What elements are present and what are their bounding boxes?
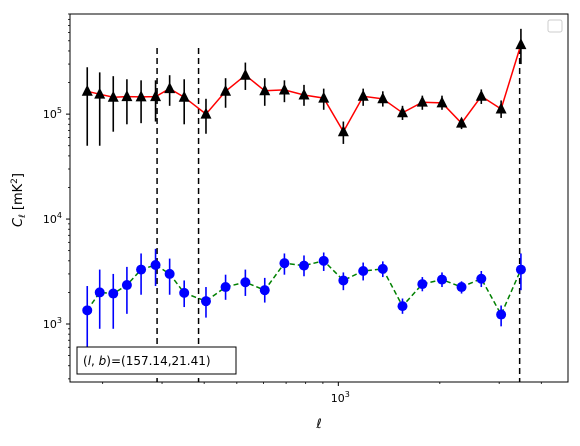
data-point-triangle bbox=[318, 91, 330, 103]
data-point-circle bbox=[150, 259, 161, 270]
data-point-circle bbox=[476, 273, 487, 284]
data-point-circle bbox=[456, 282, 467, 293]
data-point-circle bbox=[318, 255, 329, 266]
data-point-circle bbox=[377, 263, 388, 274]
data-point-circle bbox=[82, 305, 93, 316]
data-point-triangle bbox=[135, 90, 147, 102]
x-tick-label: 103 bbox=[331, 390, 350, 405]
legend-box bbox=[547, 19, 563, 33]
data-point-triangle bbox=[150, 90, 162, 102]
data-point-triangle bbox=[357, 89, 369, 101]
data-point-circle bbox=[358, 265, 369, 276]
data-point-triangle bbox=[456, 116, 468, 128]
data-point-triangle bbox=[164, 82, 176, 94]
data-point-triangle bbox=[436, 96, 448, 108]
data-point-circle bbox=[220, 282, 231, 293]
data-point-circle bbox=[338, 275, 349, 286]
data-point-circle bbox=[436, 274, 447, 285]
annotation-text: (l, b)=(157.14,21.41) bbox=[83, 354, 211, 368]
data-point-triangle bbox=[377, 92, 389, 104]
y-axis-label: Cℓ [mK2] bbox=[10, 173, 28, 227]
data-point-circle bbox=[279, 258, 290, 269]
data-point-triangle bbox=[495, 102, 507, 114]
data-point-triangle bbox=[259, 84, 271, 96]
data-point-triangle bbox=[239, 68, 251, 80]
plot-layer bbox=[81, 28, 527, 382]
data-point-triangle bbox=[121, 90, 133, 102]
data-point-circle bbox=[417, 279, 428, 290]
data-point-circle bbox=[200, 296, 211, 307]
data-point-circle bbox=[496, 309, 507, 320]
data-point-circle bbox=[397, 301, 408, 312]
data-point-circle bbox=[164, 268, 175, 279]
y-tick-label: 105 bbox=[43, 106, 62, 121]
data-point-triangle bbox=[178, 90, 190, 102]
data-point-circle bbox=[179, 287, 190, 298]
data-point-circle bbox=[108, 288, 119, 299]
data-point-triangle bbox=[94, 87, 106, 99]
data-point-triangle bbox=[337, 125, 349, 137]
data-point-circle bbox=[259, 285, 270, 296]
x-axis-label: ℓ bbox=[315, 417, 321, 432]
annotation-box bbox=[76, 346, 237, 375]
svg-text:Cℓ [mK2]: Cℓ [mK2] bbox=[10, 173, 28, 227]
y-tick-label: 104 bbox=[43, 211, 62, 226]
y-tick-label: 103 bbox=[43, 316, 62, 331]
plot-frame bbox=[69, 13, 569, 383]
data-point-circle bbox=[121, 280, 132, 291]
tick-layer: 103 103 104 105 bbox=[43, 13, 542, 405]
data-point-circle bbox=[94, 287, 105, 298]
data-point-circle bbox=[515, 264, 526, 275]
data-point-circle bbox=[240, 277, 251, 288]
data-point-triangle bbox=[278, 83, 290, 95]
data-point-triangle bbox=[200, 107, 212, 119]
data-point-triangle bbox=[515, 38, 527, 50]
data-point-triangle bbox=[298, 88, 310, 100]
data-point-triangle bbox=[220, 84, 232, 96]
data-point-triangle bbox=[416, 95, 428, 107]
data-point-triangle bbox=[475, 89, 487, 101]
data-point-triangle bbox=[81, 84, 93, 96]
data-point-circle bbox=[136, 264, 147, 275]
data-point-circle bbox=[298, 260, 309, 271]
data-point-triangle bbox=[107, 90, 119, 102]
data-point-triangle bbox=[396, 106, 408, 118]
